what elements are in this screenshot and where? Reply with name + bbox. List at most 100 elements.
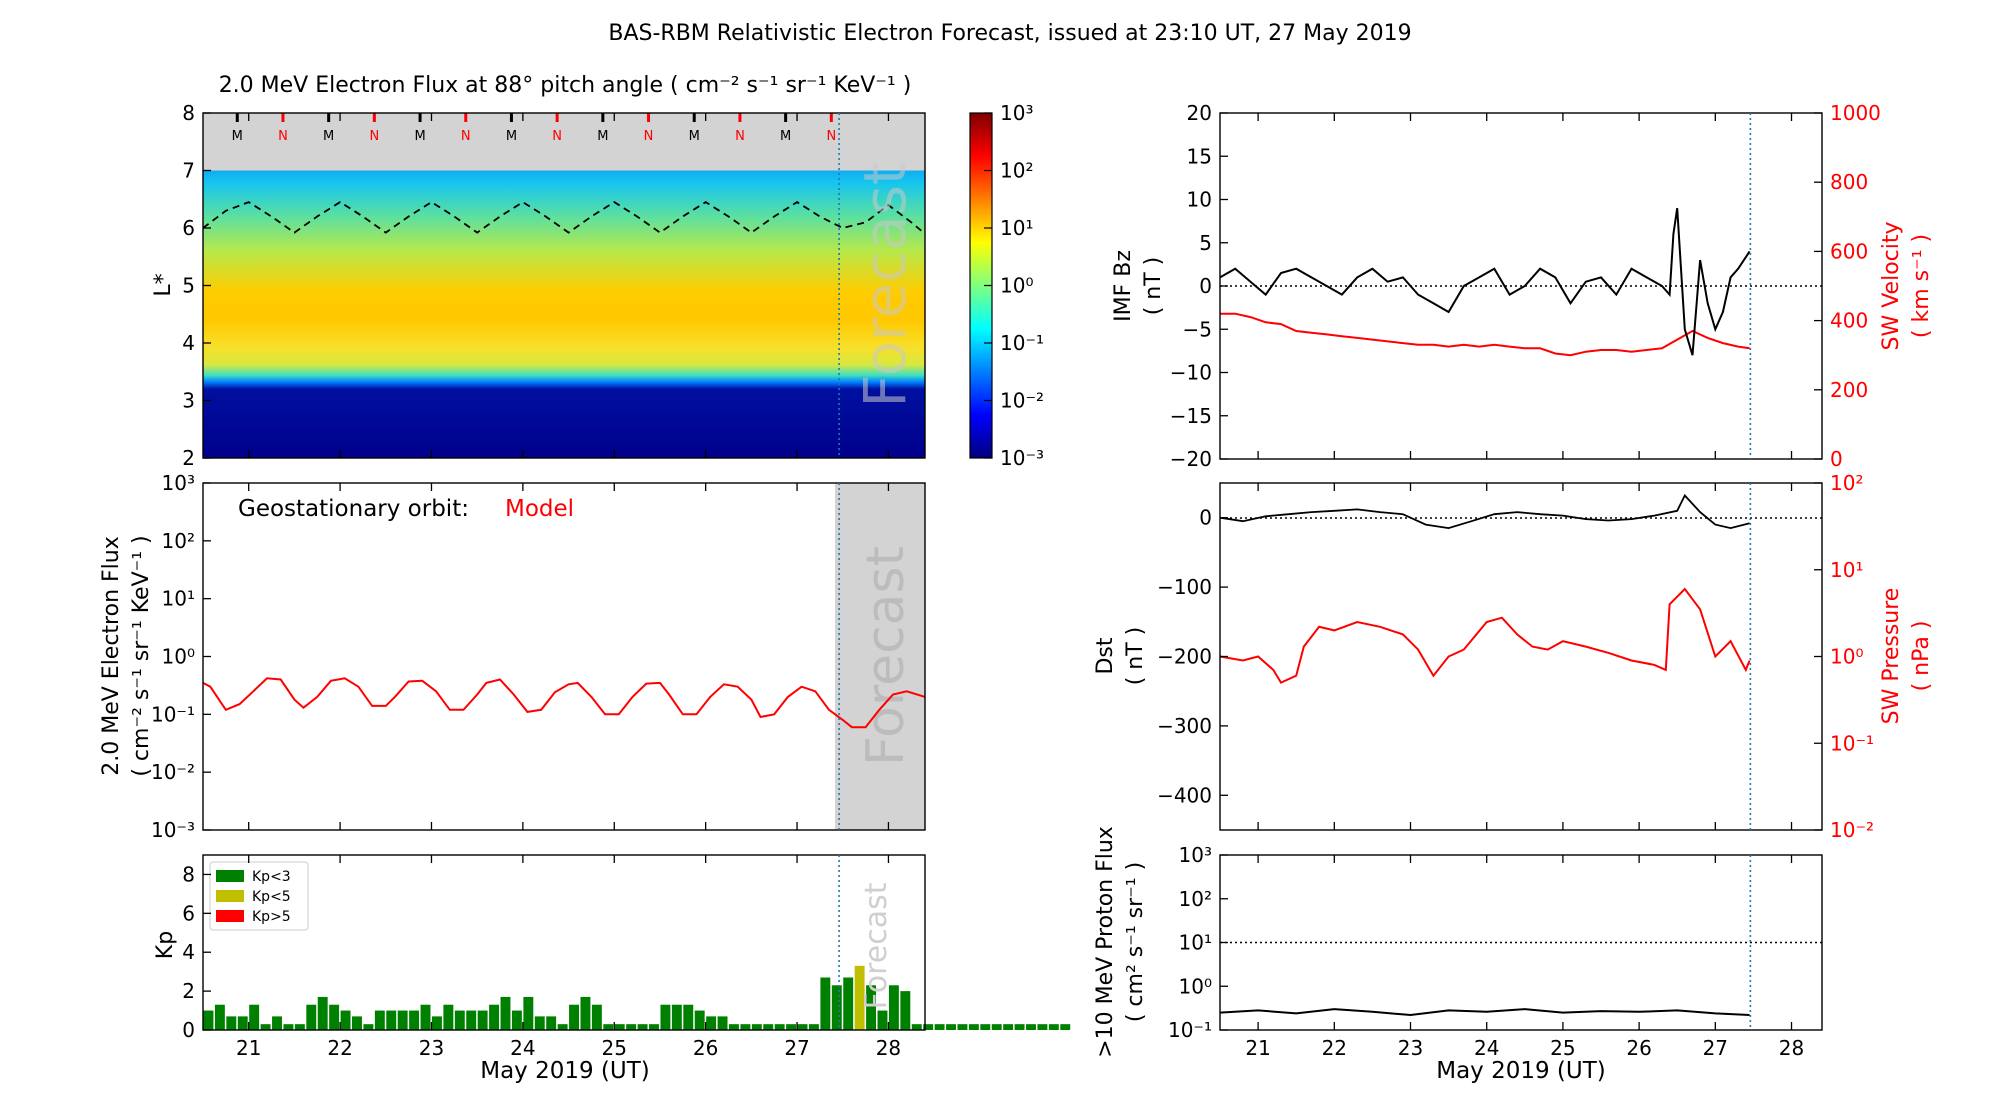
geo-flux-annotation: Geostationary orbit: [238, 496, 469, 522]
mn-label: M [414, 129, 425, 144]
y-tick-label: −5 [1183, 317, 1212, 341]
kp-bar [774, 1024, 785, 1030]
kp-bar [352, 1016, 362, 1030]
kp-bar [294, 1024, 305, 1030]
kp-bar [226, 1016, 237, 1030]
y-tick-label: 10³ [1179, 843, 1212, 867]
kp-bar [797, 1024, 808, 1030]
kp-bar [283, 1024, 294, 1030]
y-tick-label: 10⁻³ [151, 818, 195, 842]
colorbar-tick-label: 10⁻¹ [1000, 331, 1044, 355]
y-tick-label: 200 [1830, 378, 1868, 402]
flux-map-title: 2.0 MeV Electron Flux at 88° pitch angle… [219, 73, 912, 98]
y-tick-label: 0 [1199, 274, 1212, 298]
y-tick-label: 10⁰ [1179, 974, 1212, 998]
kp-bar [968, 1024, 979, 1030]
y-tick-label: 0 [182, 1018, 195, 1042]
y-tick-label: 10⁻¹ [151, 702, 195, 726]
kp-bar [911, 1024, 922, 1030]
kp-bar [1026, 1024, 1036, 1030]
mn-label: M [780, 129, 791, 144]
y-tick-label: 10¹ [1830, 558, 1863, 582]
mn-label: N [278, 129, 288, 144]
y-tick-label: 2 [182, 979, 195, 1003]
y-tick-label: 10² [1830, 471, 1863, 495]
figure-title: BAS-RBM Relativistic Electron Forecast, … [608, 21, 1411, 46]
right-xlabel: May 2019 (UT) [1436, 1058, 1606, 1084]
kp-bar [1014, 1024, 1025, 1030]
x-tick-label: 28 [876, 1036, 901, 1060]
imf-ylabel-units: ( nT ) [1141, 257, 1166, 316]
x-tick-label: 21 [1245, 1036, 1270, 1060]
kp-bar [420, 1004, 431, 1030]
y-tick-label: 10⁰ [1830, 645, 1863, 669]
colorbar-tick-label: 10¹ [1000, 216, 1033, 240]
kp-bar [729, 1024, 739, 1030]
kp-legend-swatch-red [216, 910, 244, 922]
mn-label: N [461, 129, 471, 144]
colorbar-tick-label: 10⁻³ [1000, 446, 1044, 470]
kp-bar [340, 1010, 351, 1030]
dst-line [1219, 493, 1750, 530]
left-xlabel: May 2019 (UT) [480, 1058, 650, 1084]
kp-bar [523, 996, 534, 1030]
kp-bar [569, 1004, 579, 1030]
kp-bar [626, 1024, 637, 1030]
y-tick-label: −10 [1170, 361, 1212, 385]
x-tick-label: 25 [1550, 1036, 1575, 1060]
kp-bar [717, 1016, 728, 1030]
kp-bar [649, 1024, 659, 1030]
colorbar-tick-label: 10³ [1000, 101, 1033, 125]
kp-bar [397, 1010, 408, 1030]
x-tick-label: 22 [1322, 1036, 1347, 1060]
kp-bar [454, 1010, 465, 1030]
kp-bar [374, 1010, 385, 1030]
geo-flux-frame [202, 482, 926, 831]
kp-bar [386, 1010, 397, 1030]
y-tick-label: 6 [182, 901, 195, 925]
kp-bar [272, 1016, 282, 1030]
y-tick-label: 15 [1187, 144, 1212, 168]
kp-bar [946, 1024, 956, 1030]
colorbar-tick-label: 10² [1000, 159, 1033, 183]
geo-flux-panel: Forecast Geostationary orbit: Model 10⁻³… [99, 471, 926, 842]
kp-bar [557, 1024, 568, 1030]
kp-legend-label-3: Kp>5 [252, 909, 291, 925]
sw-velocity-ylabel-units: ( km s⁻¹ ) [1909, 234, 1934, 338]
y-tick-label: 10¹ [1179, 931, 1212, 955]
kp-legend-label-2: Kp<5 [252, 889, 291, 905]
kp-bar [409, 1010, 420, 1030]
flux-map-ylabel: L* [151, 273, 176, 296]
kp-bar [706, 1016, 717, 1030]
kp-bar [203, 1010, 214, 1030]
y-tick-label: 600 [1830, 239, 1868, 263]
y-tick-label: 10 [1187, 188, 1212, 212]
colorbar-tick-label: 10⁰ [1000, 274, 1033, 298]
sw-pressure-line [1219, 587, 1751, 684]
y-tick-label: −20 [1170, 447, 1212, 471]
kp-legend-swatch-yellow [216, 890, 244, 902]
x-tick-label: 25 [602, 1036, 627, 1060]
sw-velocity-ylabel: SW Velocity [1879, 221, 1904, 350]
y-tick-label: 5 [182, 274, 195, 298]
kp-bar [763, 1024, 774, 1030]
flux-map-forecast-label: Forecast [851, 162, 919, 407]
kp-bar [660, 1004, 671, 1030]
y-tick-label: 10¹ [162, 587, 195, 611]
y-tick-label: 0 [1199, 506, 1212, 530]
kp-bar [991, 1024, 1002, 1030]
kp-bar [751, 1024, 762, 1030]
kp-bar [306, 1004, 317, 1030]
kp-bar [831, 985, 842, 1030]
y-tick-label: 10⁰ [162, 645, 195, 669]
geo-flux-forecast-shade [835, 483, 925, 830]
kp-bar [329, 1004, 340, 1030]
y-tick-label: 0 [1830, 447, 1843, 471]
geo-flux-model-line [202, 677, 926, 729]
sw-pressure-ylabel-units: ( nPa ) [1909, 621, 1934, 692]
kp-bar [489, 1004, 500, 1030]
mn-label: M [506, 129, 517, 144]
kp-bar [477, 1010, 488, 1030]
kp-bar [237, 1016, 248, 1030]
dst-ylabel: Dst [1093, 637, 1118, 674]
